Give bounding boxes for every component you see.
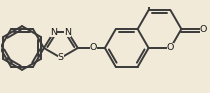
Text: N: N (50, 28, 57, 37)
Text: O: O (167, 44, 174, 52)
Text: N: N (64, 28, 71, 37)
Text: O: O (200, 25, 207, 34)
Text: O: O (90, 44, 97, 52)
Text: S: S (58, 53, 64, 62)
